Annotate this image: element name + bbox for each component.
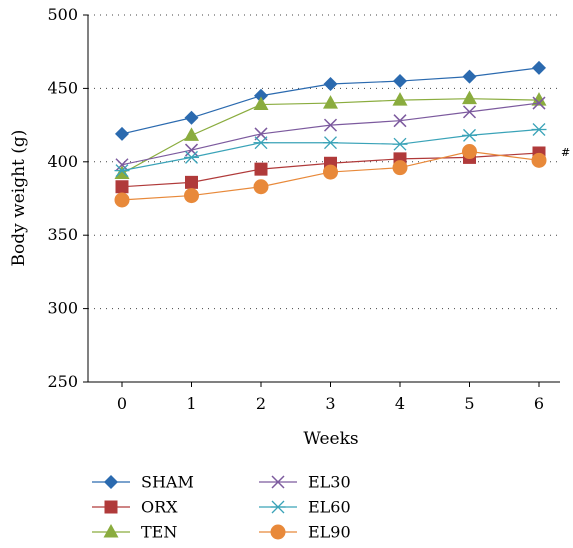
x-tick-label: 1 [186,394,196,413]
annotation-hash: # [561,146,570,159]
y-tick-label: 350 [47,225,78,244]
data-point-sham [254,88,268,103]
legend-item-el30: EL30 [259,473,351,492]
marker-stroke [271,475,285,489]
x-tick-label: 2 [256,394,266,413]
data-point-el60 [462,128,477,142]
legend-item-ten: TEN [92,523,177,542]
series-line-el30 [121,102,540,166]
x-axis-label: Weeks [303,429,358,449]
legend-item-el60: EL60 [259,498,351,517]
marker-stroke [532,96,546,110]
y-tick-label: 300 [47,299,78,318]
y-tick-label: 500 [47,5,78,24]
data-point-ten [184,127,199,141]
data-point-el30 [184,143,199,157]
legend: SHAM ORX TEN EL30 EL60 EL90 [92,473,351,542]
legend-item-orx: ORX [92,498,178,517]
data-point-sham [393,74,407,89]
marker-stroke [323,118,338,132]
legend-label: ORX [141,498,178,517]
x-tick-label: 6 [534,394,544,413]
data-point-el60 [531,123,547,136]
data-point-el60 [114,164,130,178]
y-tick-label: 400 [47,152,78,171]
legend-marker [103,524,119,538]
data-point-sham [323,76,338,91]
data-point-ten [392,92,408,106]
legend-marker [104,500,118,514]
legend-label: EL30 [308,473,351,492]
data-point-el30 [323,118,338,132]
data-point-el90 [114,192,130,208]
data-point-el90 [531,152,547,168]
y-tick-label: 250 [47,372,78,391]
data-point-sham [532,60,546,75]
data-point-ten [323,95,338,109]
x-tick-label: 0 [117,394,127,413]
legend-item-el90: EL90 [259,523,351,542]
data-point-sham [184,110,199,125]
axes [83,14,560,387]
x-tick-label: 4 [395,394,405,413]
data-point-orx [254,162,268,176]
data-point-orx [185,175,198,189]
legend-label: TEN [141,523,177,542]
y-tick-label: 450 [47,78,78,97]
data-point-ten [114,165,130,180]
legend-label: SHAM [141,473,194,492]
legend-marker [270,500,286,514]
y-axis-label: Body weight (g) [9,130,29,267]
data-point-el90 [253,179,269,195]
data-point-orx [115,180,129,194]
data-point-el60 [323,136,338,150]
data-point-sham [115,126,129,141]
plot-area [114,60,547,208]
legend-label: EL60 [308,498,351,517]
tick-labels: 250 300 350 400 450 500 0 1 2 3 4 5 6 [47,5,544,413]
marker-stroke [115,158,129,172]
data-point-el30 [115,158,129,172]
x-tick-label: 3 [325,394,335,413]
marker-stroke [393,114,407,128]
legend-marker [270,524,286,540]
legend-item-sham: SHAM [92,473,194,492]
data-point-sham [462,69,477,84]
data-point-el60 [392,137,408,151]
data-point-el90 [462,144,477,160]
data-point-el30 [462,105,477,119]
x-tick-label: 5 [464,394,474,413]
data-point-el90 [323,164,338,180]
legend-marker [104,475,118,489]
legend-label: EL90 [308,523,351,542]
data-point-el90 [184,188,199,204]
data-point-el30 [393,114,407,128]
marker-stroke [462,105,477,119]
data-point-el60 [253,136,269,150]
data-point-ten [253,96,269,111]
data-point-el30 [532,96,546,110]
data-point-el60 [184,150,199,164]
data-point-ten [462,90,477,105]
legend-marker [271,475,285,489]
data-point-ten [531,92,547,106]
data-point-el90 [392,160,408,176]
